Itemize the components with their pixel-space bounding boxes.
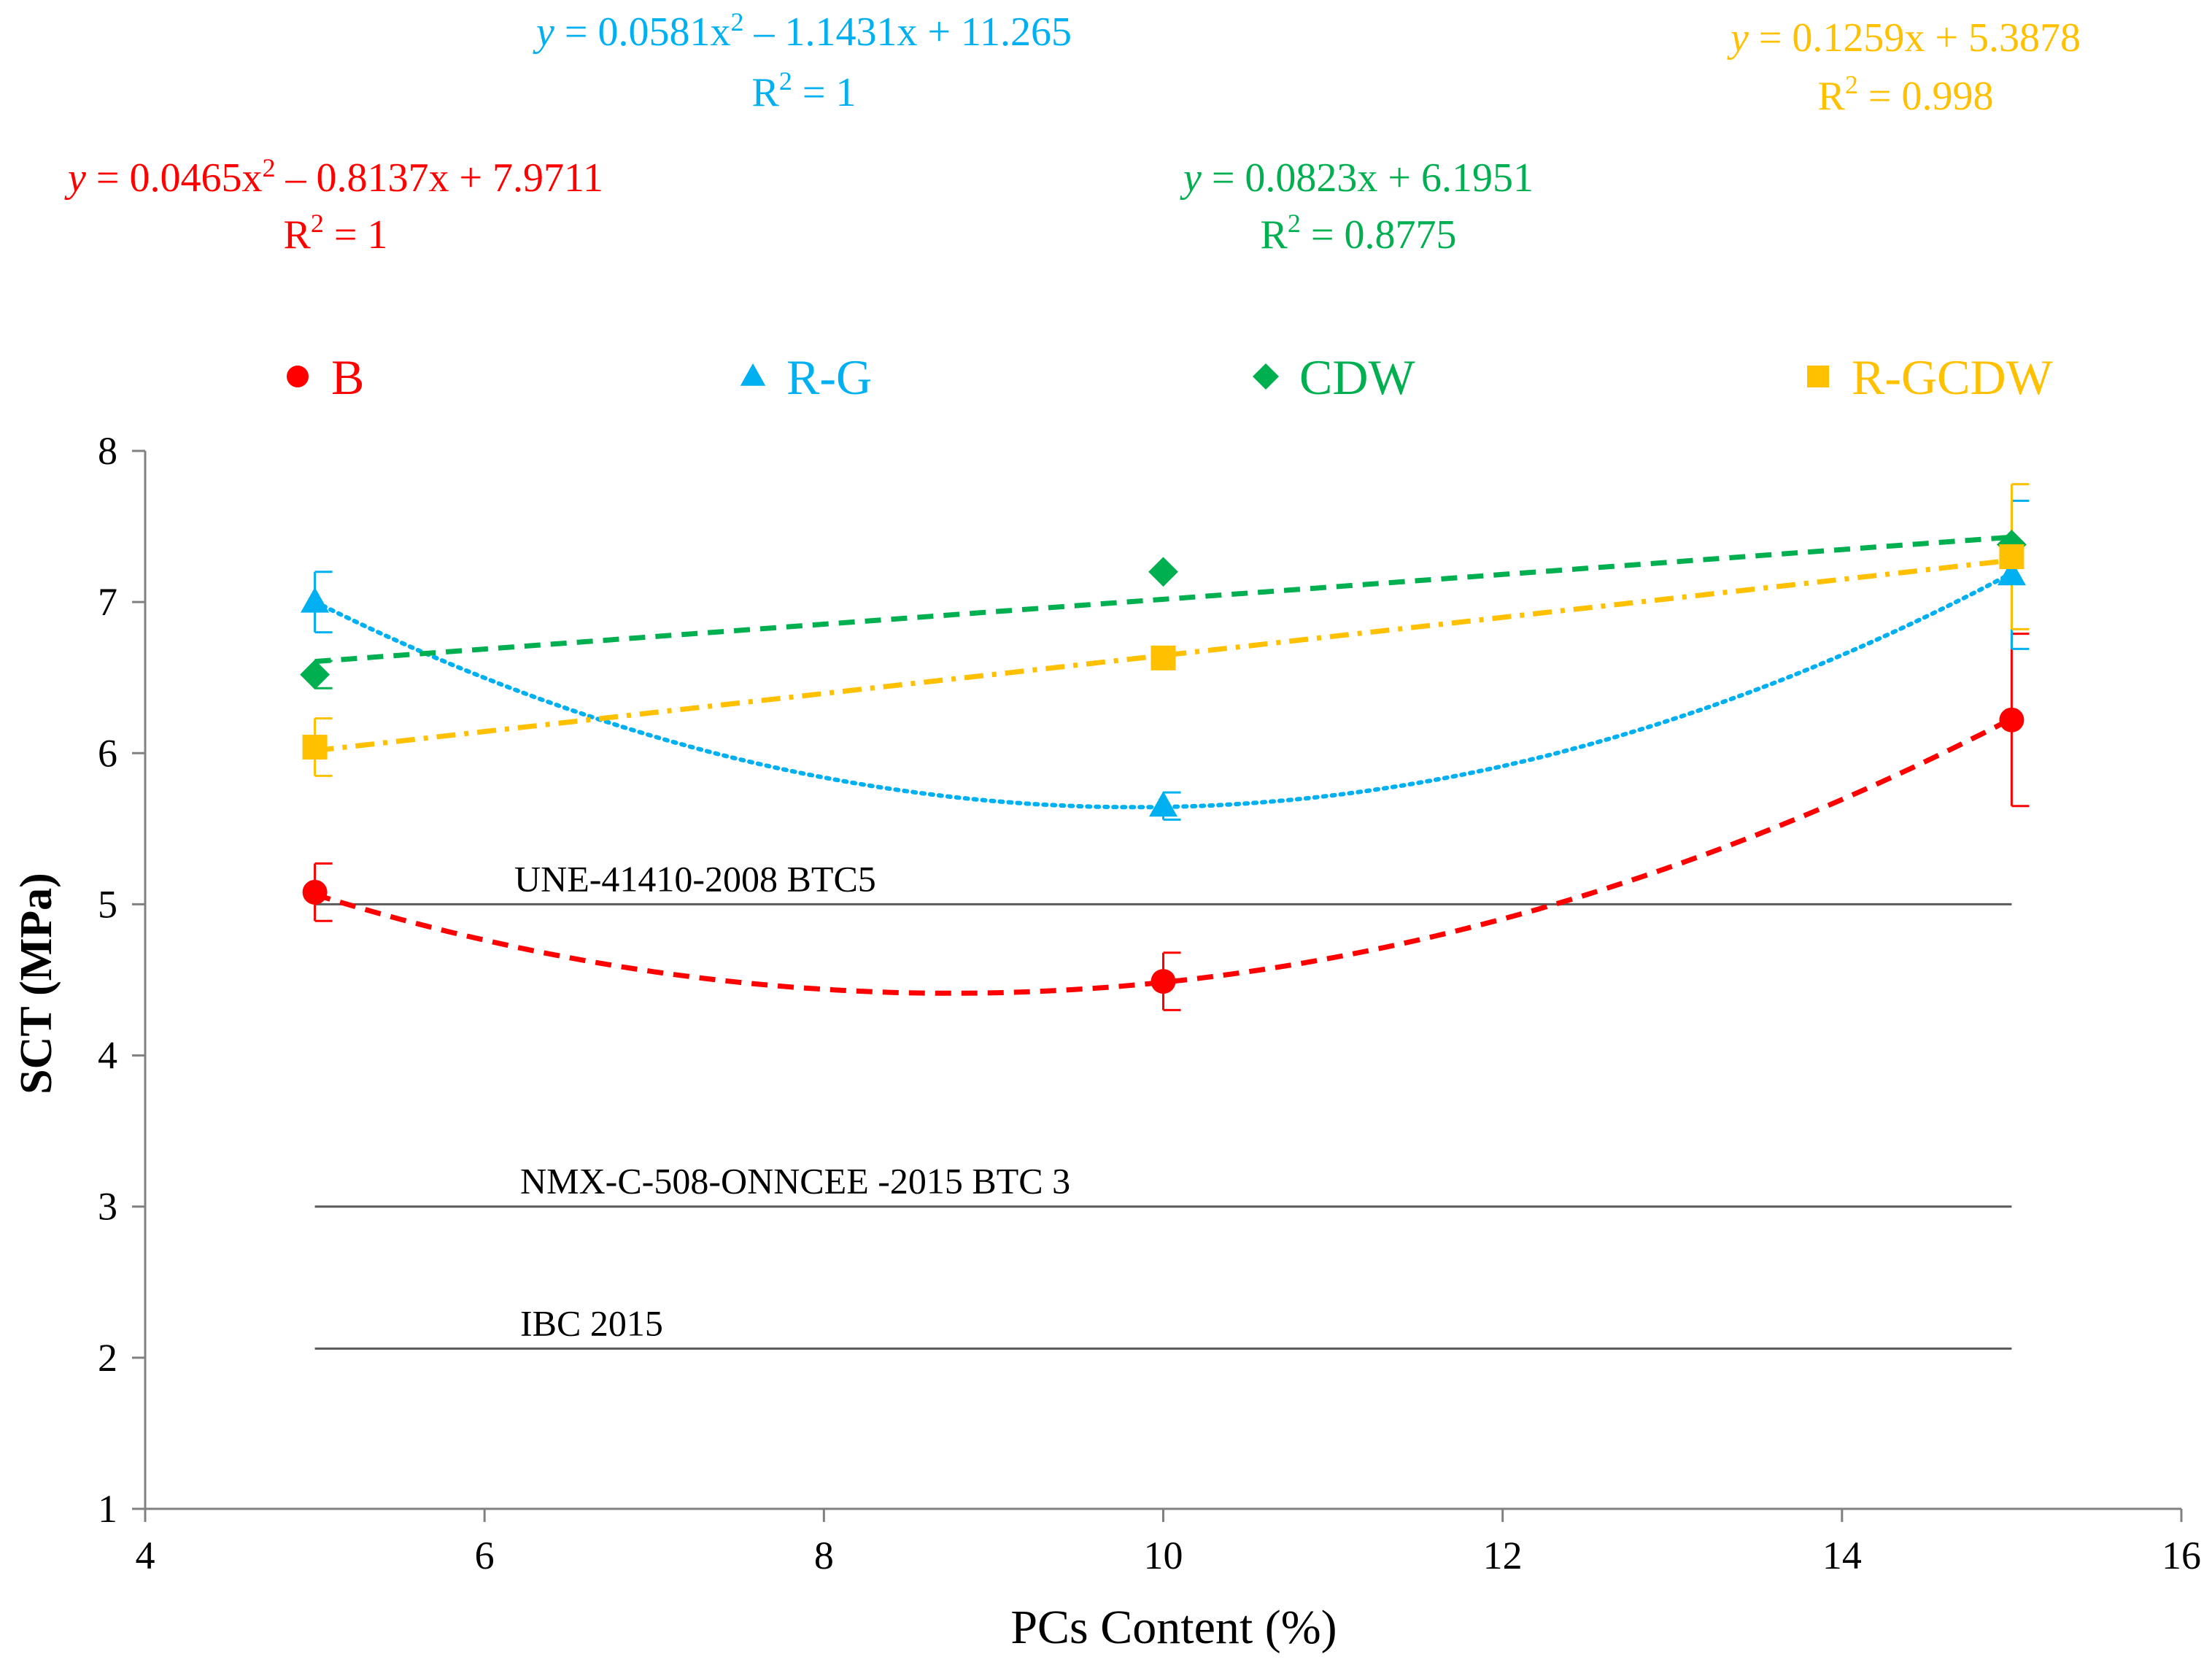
data-point-r-gcdw: [302, 735, 328, 760]
legend-marker-r-gcdw: [1807, 366, 1829, 387]
trendline-b: [314, 716, 2014, 996]
x-tick-label: 4: [136, 1534, 155, 1577]
trendlines: [312, 534, 2014, 996]
x-tick-label: 14: [1822, 1534, 1862, 1577]
data-point-b: [1151, 969, 1176, 994]
data-point-r-gcdw: [1151, 645, 1176, 671]
legend-label-r-g: R-G: [786, 349, 872, 405]
equation-cdw: y = 0.0823x + 6.1951: [1180, 155, 1534, 201]
trend-equations: y = 0.0465x2 – 0.8137x + 7.9711 R2 = 1 y =…: [64, 7, 2081, 258]
y-tick-label: 2: [98, 1336, 117, 1380]
axis-labels: PCs Content (%) SCT (MPa): [12, 873, 1337, 1654]
y-tick-label: 4: [98, 1034, 117, 1078]
x-tick-label: 6: [475, 1534, 495, 1577]
data-point-cdw: [300, 660, 330, 689]
data-point-cdw: [1148, 557, 1178, 587]
legend: B R-G CDW R-GCDW: [287, 349, 2054, 405]
r-squared-b: R2 = 1: [284, 209, 388, 258]
reference-lines: UNE-41410-2008 BTC5 NMX-C-508-ONNCEE -201…: [314, 858, 2012, 1350]
x-axis-title: PCs Content (%): [1010, 1601, 1337, 1654]
error-bars: [314, 483, 2030, 1011]
y-tick-label: 7: [98, 580, 117, 624]
equation-b: y = 0.0465x2 – 0.8137x + 7.9711: [64, 153, 603, 201]
legend-marker-r-g: [740, 363, 766, 386]
x-tick-label: 8: [814, 1534, 834, 1577]
equation-r-gcdw: y = 0.1259x + 5.3878: [1727, 15, 2081, 61]
r-squared-cdw: R2 = 0.8775: [1261, 209, 1457, 258]
legend-label-r-gcdw: R-GCDW: [1852, 349, 2054, 405]
legend-marker-cdw: [1253, 363, 1279, 390]
data-point-r-g: [1148, 791, 1178, 817]
y-tick-label: 6: [98, 731, 117, 775]
data-point-r-g: [1997, 560, 2026, 586]
trendline-cdw: [314, 534, 2012, 665]
data-point-b: [1999, 707, 2025, 733]
y-tick-label: 3: [98, 1185, 117, 1229]
reference-line-label: NMX-C-508-ONNCEE -2015 BTC 3: [520, 1161, 1070, 1202]
x-tick-label: 12: [1483, 1534, 1523, 1577]
y-tick-label: 5: [98, 882, 117, 926]
trendline-r-g: [312, 571, 2014, 810]
x-tick-label: 10: [1144, 1534, 1183, 1577]
legend-label-b: B: [331, 349, 364, 405]
data-markers: [300, 530, 2027, 994]
r-squared-r-g: R2 = 1: [752, 66, 856, 115]
y-tick-label: 8: [98, 429, 117, 473]
y-tick-label: 1: [98, 1487, 117, 1531]
x-tick-label: 16: [2162, 1534, 2201, 1577]
reference-line-label: UNE-41410-2008 BTC5: [514, 858, 876, 899]
legend-label-cdw: CDW: [1299, 349, 1415, 405]
reference-line-label: IBC 2015: [520, 1302, 663, 1343]
data-point-r-g: [301, 587, 330, 613]
r-squared-r-gcdw: R2 = 0.998: [1818, 70, 1994, 119]
y-axis-title: SCT (MPa): [12, 873, 61, 1094]
data-point-b: [302, 879, 328, 905]
equation-r-g: y = 0.0581x2 – 1.1431x + 11.265: [533, 7, 1072, 55]
legend-marker-b: [287, 366, 309, 387]
data-point-r-gcdw: [1999, 544, 2025, 569]
